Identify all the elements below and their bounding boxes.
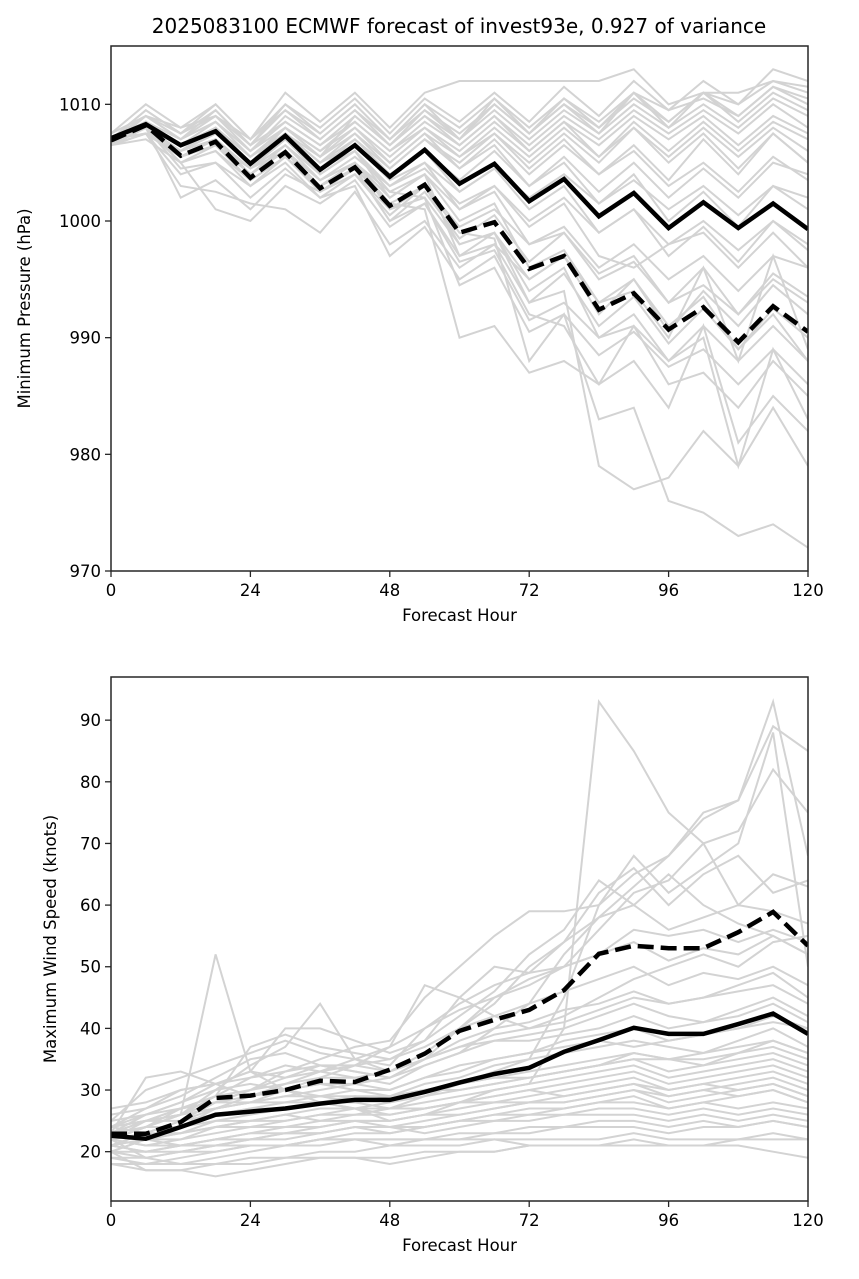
pressure-ensemble-member-31	[111, 108, 808, 170]
pressure-x-tick-label: 0	[106, 581, 117, 600]
wind-y-tick-label: 80	[80, 773, 101, 792]
wind-solid-line	[111, 1011, 808, 1141]
wind-ensemble-member-1	[111, 698, 808, 1141]
pressure-x-tick-label: 24	[240, 581, 261, 600]
pressure-ensemble-member-34	[111, 126, 808, 362]
wind-ensemble-member-23	[111, 1082, 808, 1153]
wind-y-tick-label: 70	[80, 834, 101, 853]
wind-y-tick-label: 20	[80, 1143, 101, 1162]
wind-x-ticks: 0 24 48 72 96 120	[106, 1201, 824, 1230]
wind-y-ticks: 20 30 40 50 60 70 80 90	[80, 711, 111, 1162]
wind-ensemble-member-11	[111, 934, 808, 1134]
pressure-x-axis-label: Forecast Hour	[402, 606, 517, 625]
wind-ensemble-member-28	[111, 1107, 808, 1159]
wind-y-axis-label: Maximum Wind Speed (knots)	[41, 815, 60, 1063]
wind-ensemble-member-25	[111, 1082, 808, 1141]
wind-ensemble-member-36	[111, 984, 808, 1128]
pressure-ensemble-member-15	[111, 126, 808, 316]
pressure-ensemble-member-27	[111, 126, 808, 270]
wind-ensemble-member-10	[111, 934, 808, 1153]
wind-ensemble-member-37	[111, 1002, 808, 1110]
wind-x-axis-label: Forecast Hour	[402, 1236, 517, 1255]
pressure-ensemble-member-16	[111, 126, 808, 334]
pressure-ensemble-member-29	[111, 120, 808, 229]
wind-ensemble-member-39	[111, 1132, 739, 1147]
pressure-panel: 0 24 48 72 96 120 970 980 990 1000 1010 Forecast …	[15, 45, 824, 625]
pressure-x-tick-label: 72	[519, 581, 540, 600]
pressure-dashed-line	[111, 122, 808, 346]
wind-panel: 0 24 48 72 96 120 20 30 40 50 60 70 80 90 Forecast H…	[41, 676, 824, 1255]
wind-ensemble-lines	[111, 698, 808, 1178]
pressure-y-tick-label: 990	[70, 329, 102, 348]
wind-y-tick-label: 60	[80, 896, 101, 915]
pressure-y-axis-label: Minimum Pressure (hPa)	[15, 208, 34, 408]
pressure-x-tick-label: 96	[658, 581, 679, 600]
pressure-ensemble-member-2	[111, 79, 808, 147]
wind-ensemble-member-33	[111, 1132, 808, 1165]
pressure-x-ticks: 0 24 48 72 96 120	[106, 571, 824, 600]
wind-axes-frame	[110, 676, 809, 1202]
pressure-solid-line	[111, 121, 808, 232]
pressure-x-tick-label: 48	[379, 581, 400, 600]
pressure-ensemble-member-14	[111, 132, 808, 293]
pressure-x-tick-label: 120	[792, 581, 824, 600]
wind-x-tick-label: 0	[106, 1211, 117, 1230]
wind-ensemble-member-26	[111, 1088, 808, 1153]
wind-y-tick-label: 50	[80, 958, 101, 977]
pressure-y-tick-label: 1000	[59, 212, 101, 231]
wind-ensemble-member-24	[111, 1088, 808, 1159]
wind-y-tick-label: 30	[80, 1081, 101, 1100]
pressure-axes-frame	[110, 45, 809, 572]
wind-ensemble-member-29	[111, 1113, 808, 1147]
wind-x-tick-label: 24	[240, 1211, 261, 1230]
wind-ensemble-member-6	[111, 854, 808, 1122]
pressure-y-tick-label: 970	[70, 562, 102, 581]
pressure-main-lines	[111, 121, 808, 346]
wind-x-tick-label: 96	[658, 1211, 679, 1230]
wind-ensemble-member-22	[111, 1076, 808, 1147]
figure-title: 2025083100 ECMWF forecast of invest93e, …	[152, 14, 766, 38]
wind-dashed-line	[111, 909, 808, 1137]
wind-y-tick-label: 40	[80, 1019, 101, 1038]
pressure-ensemble-member-30	[111, 114, 808, 194]
pressure-ensemble-member-18	[111, 126, 808, 363]
wind-y-tick-label: 90	[80, 711, 101, 730]
wind-ensemble-member-35	[111, 1021, 808, 1122]
pressure-ensemble-member-17	[111, 132, 808, 351]
pressure-y-ticks: 970 980 990 1000 1010	[59, 95, 111, 581]
wind-main-lines	[111, 909, 808, 1141]
wind-x-tick-label: 72	[519, 1211, 540, 1230]
wind-x-tick-label: 120	[792, 1211, 824, 1230]
wind-x-tick-label: 48	[379, 1211, 400, 1230]
pressure-y-tick-label: 980	[70, 445, 102, 464]
pressure-ensemble-member-28	[111, 120, 808, 264]
pressure-ensemble-member-20	[111, 126, 808, 470]
pressure-y-tick-label: 1010	[59, 95, 101, 114]
wind-ensemble-member-19	[111, 1058, 808, 1135]
wind-ensemble-member-31	[111, 1119, 808, 1153]
wind-ensemble-member-13	[111, 971, 808, 1116]
